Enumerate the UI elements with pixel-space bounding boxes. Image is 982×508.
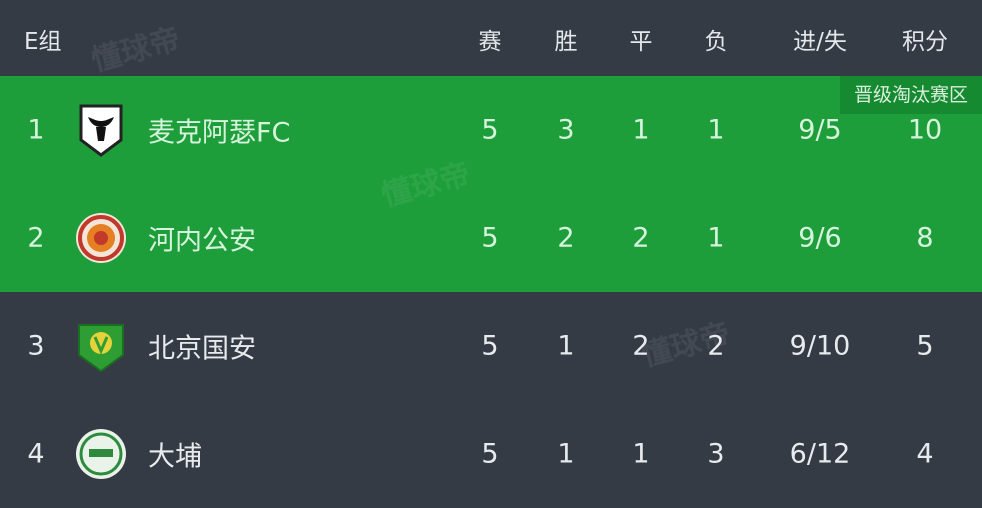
stat-points: 10 bbox=[907, 114, 943, 146]
stat-played: 5 bbox=[481, 438, 499, 470]
stat-points: 4 bbox=[916, 438, 934, 470]
table-row[interactable]: 3 北京国安 5 1 2 2 9/10 5 bbox=[0, 292, 982, 400]
team-name[interactable]: 河内公安 bbox=[148, 225, 256, 257]
col-won: 胜 bbox=[554, 29, 578, 55]
stat-lost: 3 bbox=[707, 438, 725, 470]
stat-won: 1 bbox=[557, 438, 575, 470]
team-name[interactable]: 大埔 bbox=[148, 441, 202, 473]
group-title: E组 bbox=[24, 29, 62, 55]
rank: 1 bbox=[27, 114, 45, 146]
rank: 4 bbox=[27, 438, 45, 470]
stat-drawn: 2 bbox=[632, 222, 650, 254]
team-name[interactable]: 麦克阿瑟FC bbox=[148, 117, 291, 149]
team-logo-icon bbox=[76, 319, 126, 373]
team-logo-icon bbox=[76, 103, 126, 157]
stat-goals: 9/10 bbox=[789, 330, 851, 362]
stat-points: 5 bbox=[916, 330, 934, 362]
stat-played: 5 bbox=[481, 330, 499, 362]
table-row[interactable]: 1 麦克阿瑟FC 5 3 1 1 9/5 10 bbox=[0, 76, 982, 184]
stat-drawn: 2 bbox=[632, 330, 650, 362]
stat-played: 5 bbox=[481, 222, 499, 254]
stat-lost: 1 bbox=[707, 222, 725, 254]
table-header: E组 赛 胜 平 负 进/失 积分 bbox=[0, 0, 982, 76]
stat-won: 1 bbox=[557, 330, 575, 362]
stat-won: 2 bbox=[557, 222, 575, 254]
stat-won: 3 bbox=[557, 114, 575, 146]
stat-goals: 9/6 bbox=[798, 222, 842, 254]
team-logo-icon bbox=[76, 211, 126, 265]
stat-goals: 6/12 bbox=[789, 438, 851, 470]
stat-goals: 9/5 bbox=[798, 114, 842, 146]
table-row[interactable]: 2 河内公安 5 2 2 1 9/6 8 bbox=[0, 184, 982, 292]
rank: 3 bbox=[27, 330, 45, 362]
team-name[interactable]: 北京国安 bbox=[148, 333, 256, 365]
col-lost: 负 bbox=[704, 29, 728, 55]
col-points: 积分 bbox=[902, 29, 948, 55]
rank: 2 bbox=[27, 222, 45, 254]
stat-lost: 2 bbox=[707, 330, 725, 362]
stat-points: 8 bbox=[916, 222, 934, 254]
stat-played: 5 bbox=[481, 114, 499, 146]
table-row[interactable]: 4 大埔 5 1 1 3 6/12 4 bbox=[0, 400, 982, 508]
qualify-zone-badge: 晋级淘汰赛区 bbox=[839, 76, 982, 114]
team-logo-icon bbox=[76, 427, 126, 481]
col-drawn: 平 bbox=[629, 29, 653, 55]
stat-lost: 1 bbox=[707, 114, 725, 146]
stat-drawn: 1 bbox=[632, 438, 650, 470]
col-goals: 进/失 bbox=[793, 29, 847, 55]
col-played: 赛 bbox=[478, 29, 502, 55]
stat-drawn: 1 bbox=[632, 114, 650, 146]
